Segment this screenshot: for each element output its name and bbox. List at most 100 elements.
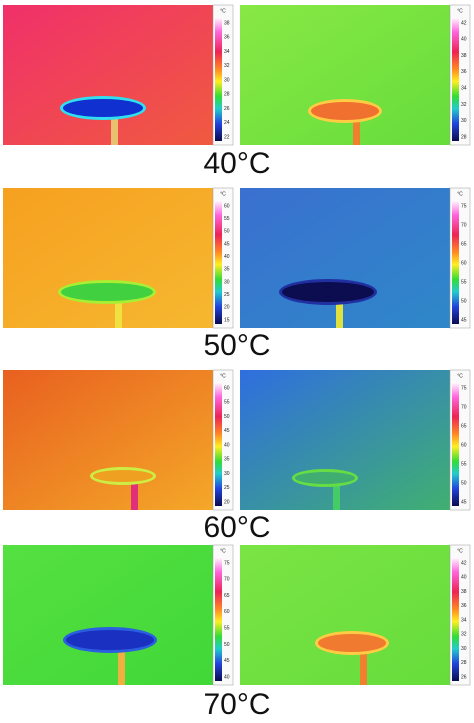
- colorbar-tick: 50: [224, 642, 230, 648]
- cap: [318, 634, 386, 652]
- colorbar-tick: 30: [461, 118, 467, 124]
- colorbar-tick: 38: [224, 20, 230, 26]
- colorbar-tick: 35: [224, 267, 230, 273]
- cap: [295, 472, 355, 484]
- colorbar-unit: °C: [457, 548, 463, 554]
- colorbar-tick: 65: [224, 593, 230, 599]
- colorbar-unit: °C: [220, 373, 226, 379]
- colorbar-tick: 55: [461, 461, 467, 467]
- colorbar-tick: 60: [461, 260, 467, 266]
- colorbar-tick: 28: [224, 92, 230, 98]
- thermal-image: [3, 545, 213, 685]
- row-label: 60°C: [203, 511, 270, 544]
- colorbar: [452, 200, 459, 324]
- colorbar-tick: 15: [224, 317, 230, 323]
- cap: [282, 282, 374, 302]
- colorbar: [452, 557, 459, 681]
- colorbar-tick: 28: [461, 134, 467, 140]
- colorbar-tick: 20: [224, 499, 230, 505]
- colorbar-tick: 36: [224, 35, 230, 41]
- colorbar-tick: 32: [224, 63, 230, 69]
- colorbar-unit: °C: [220, 8, 226, 14]
- colorbar-unit: °C: [457, 8, 463, 14]
- colorbar-tick: 26: [224, 106, 230, 112]
- colorbar-tick: 70: [224, 577, 230, 583]
- colorbar-tick: 50: [224, 229, 230, 235]
- colorbar-tick: 24: [224, 120, 230, 126]
- stem: [131, 476, 138, 510]
- colorbar-tick: 60: [461, 442, 467, 448]
- colorbar-tick: 35: [224, 457, 230, 463]
- thermal-image: [3, 370, 213, 510]
- colorbar-tick: 30: [224, 471, 230, 477]
- stem: [353, 111, 360, 145]
- colorbar-tick: 60: [224, 609, 230, 615]
- stem: [336, 292, 343, 328]
- thermal-panel: °C 38 36 34 32 30 28 26 24 22: [3, 4, 234, 146]
- colorbar-tick: 32: [461, 632, 467, 638]
- thermal-panel: °C 75 70 65 60 55 50 45: [240, 187, 471, 329]
- colorbar: [215, 382, 222, 506]
- colorbar-tick: 32: [461, 102, 467, 108]
- colorbar-tick: 36: [461, 603, 467, 609]
- stem: [111, 108, 118, 145]
- colorbar-tick: 75: [461, 203, 467, 209]
- colorbar-tick: 30: [461, 646, 467, 652]
- colorbar-unit: °C: [457, 373, 463, 379]
- colorbar-tick: 22: [224, 134, 230, 140]
- colorbar-tick: 60: [224, 385, 230, 391]
- thermal-panel: °C 60 55 50 45 40 35 30 25 20 15: [3, 187, 234, 329]
- thermal-image: [240, 370, 450, 510]
- thermal-panel: °C 42 40 38 36 34 32 30 28: [240, 4, 471, 146]
- cap: [311, 102, 379, 120]
- colorbar-tick: 60: [224, 203, 230, 209]
- cap: [63, 99, 143, 117]
- colorbar-tick: 45: [461, 499, 467, 505]
- colorbar-tick: 45: [224, 241, 230, 247]
- colorbar-tick: 30: [224, 279, 230, 285]
- colorbar-tick: 25: [224, 485, 230, 491]
- colorbar-tick: 45: [224, 658, 230, 664]
- colorbar-unit: °C: [220, 548, 226, 554]
- thermal-panel: °C 60 55 50 45 40 35 30 25 20: [3, 369, 234, 511]
- thermal-panel: °C 42 40 38 36 34 32 30 28 26: [240, 544, 471, 686]
- colorbar: [215, 200, 222, 324]
- stem: [360, 643, 367, 685]
- cap: [66, 630, 154, 650]
- thermal-image: [3, 5, 213, 145]
- cap: [93, 470, 153, 482]
- thermal-panel: °C 75 70 65 60 55 50 45 40: [3, 544, 234, 686]
- thermal-image: [3, 188, 213, 328]
- colorbar-tick: 75: [461, 385, 467, 391]
- colorbar: [452, 17, 459, 141]
- colorbar-tick: 34: [224, 49, 230, 55]
- colorbar: [215, 557, 222, 681]
- colorbar-tick: 42: [461, 560, 467, 566]
- colorbar-tick: 55: [224, 625, 230, 631]
- colorbar-tick: 45: [461, 317, 467, 323]
- colorbar-tick: 50: [461, 480, 467, 486]
- colorbar-unit: °C: [457, 191, 463, 197]
- colorbar-tick: 42: [461, 20, 467, 26]
- colorbar-tick: 40: [224, 254, 230, 260]
- colorbar-tick: 34: [461, 85, 467, 91]
- colorbar: [452, 382, 459, 506]
- colorbar-tick: 38: [461, 53, 467, 59]
- thermal-image: [240, 5, 450, 145]
- colorbar: [215, 17, 222, 141]
- colorbar-tick: 40: [461, 37, 467, 43]
- colorbar-tick: 55: [224, 216, 230, 222]
- colorbar-unit: °C: [220, 191, 226, 197]
- colorbar-tick: 50: [224, 414, 230, 420]
- colorbar-tick: 40: [461, 575, 467, 581]
- colorbar-tick: 20: [224, 305, 230, 311]
- colorbar-tick: 40: [224, 442, 230, 448]
- stem: [333, 478, 340, 510]
- cap: [61, 283, 153, 301]
- row-label: 70°C: [203, 688, 270, 721]
- colorbar-tick: 26: [461, 674, 467, 680]
- colorbar-tick: 38: [461, 589, 467, 595]
- thermal-panel: °C 75 70 65 60 55 50 45: [240, 369, 471, 511]
- row-label: 40°C: [203, 147, 270, 180]
